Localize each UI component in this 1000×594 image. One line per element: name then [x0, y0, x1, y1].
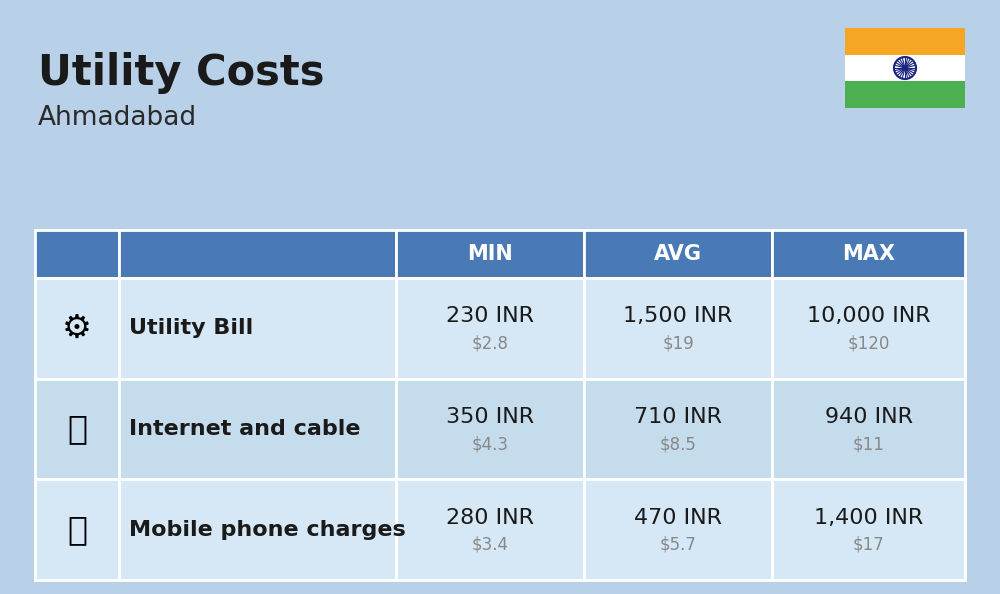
Bar [396, 378, 584, 479]
Text: MIN: MIN [467, 244, 513, 264]
Bar [35, 278, 119, 378]
Text: Internet and cable: Internet and cable [129, 419, 361, 439]
Text: 940 INR: 940 INR [825, 407, 913, 427]
Text: ⚙: ⚙ [62, 312, 92, 345]
Text: $11: $11 [853, 435, 884, 453]
Text: Utility Costs: Utility Costs [38, 52, 324, 94]
Text: 230 INR: 230 INR [446, 307, 534, 326]
Bar [119, 479, 396, 580]
Text: 📱: 📱 [67, 513, 87, 546]
Text: 10,000 INR: 10,000 INR [807, 307, 930, 326]
Text: Mobile phone charges: Mobile phone charges [129, 520, 406, 540]
Text: $17: $17 [853, 536, 884, 554]
Bar [845, 81, 965, 108]
Text: Utility Bill: Utility Bill [129, 318, 253, 339]
Bar [772, 378, 965, 479]
Bar [396, 479, 584, 580]
Bar [35, 378, 119, 479]
Bar [119, 378, 396, 479]
Bar [772, 278, 965, 378]
Text: $2.8: $2.8 [472, 334, 509, 352]
Text: 470 INR: 470 INR [634, 508, 722, 527]
Text: 1,400 INR: 1,400 INR [814, 508, 923, 527]
Bar [772, 230, 965, 278]
Bar [772, 479, 965, 580]
Text: AVG: AVG [654, 244, 702, 264]
Circle shape [904, 67, 906, 69]
Text: MAX: MAX [842, 244, 895, 264]
Bar [396, 230, 584, 278]
Text: 1,500 INR: 1,500 INR [623, 307, 733, 326]
Text: $3.4: $3.4 [472, 536, 509, 554]
Text: 280 INR: 280 INR [446, 508, 534, 527]
Text: 710 INR: 710 INR [634, 407, 722, 427]
Bar [396, 278, 584, 378]
Bar [584, 278, 772, 378]
Text: 350 INR: 350 INR [446, 407, 534, 427]
Text: $120: $120 [847, 334, 890, 352]
Text: $4.3: $4.3 [472, 435, 509, 453]
Bar [845, 55, 965, 81]
Bar [35, 230, 119, 278]
Bar [119, 230, 396, 278]
Bar [584, 378, 772, 479]
Bar [119, 278, 396, 378]
Bar [584, 479, 772, 580]
Text: Ahmadabad: Ahmadabad [38, 105, 197, 131]
Bar [584, 230, 772, 278]
Bar [35, 479, 119, 580]
Bar [845, 28, 965, 55]
Text: $19: $19 [662, 334, 694, 352]
Text: $5.7: $5.7 [660, 536, 697, 554]
Text: $8.5: $8.5 [660, 435, 697, 453]
Text: 📶: 📶 [67, 412, 87, 446]
